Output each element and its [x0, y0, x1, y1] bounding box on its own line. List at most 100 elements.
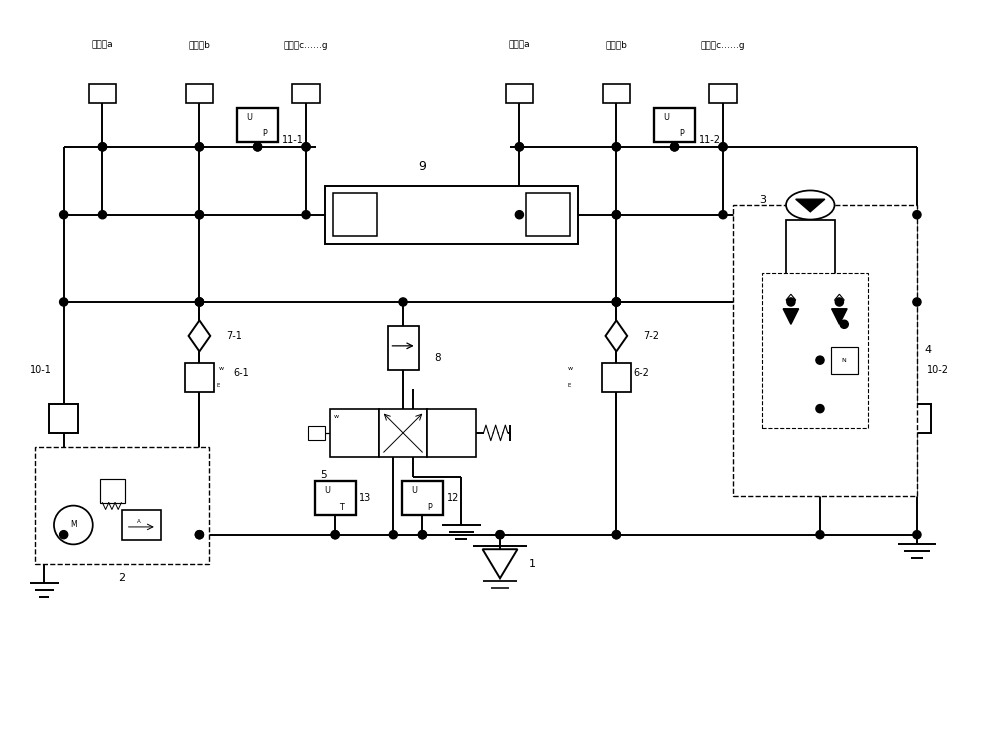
Circle shape: [195, 143, 203, 151]
Circle shape: [612, 143, 620, 151]
Circle shape: [302, 143, 310, 151]
Circle shape: [612, 298, 620, 306]
Text: 5: 5: [321, 469, 327, 480]
Circle shape: [195, 211, 203, 219]
Bar: [35, 447, 209, 564]
Circle shape: [302, 143, 310, 151]
Circle shape: [195, 143, 203, 151]
Bar: [49, 404, 78, 433]
Circle shape: [612, 211, 620, 219]
Text: w: w: [334, 415, 339, 420]
Text: 7-2: 7-2: [644, 331, 660, 341]
Text: N: N: [842, 358, 847, 363]
Text: 12: 12: [447, 493, 459, 503]
Text: 11-1: 11-1: [282, 134, 304, 145]
Circle shape: [612, 298, 620, 306]
Circle shape: [670, 143, 679, 151]
Circle shape: [98, 143, 107, 151]
Circle shape: [719, 143, 727, 151]
Polygon shape: [796, 199, 825, 212]
Polygon shape: [832, 309, 847, 324]
Text: T: T: [340, 503, 344, 512]
Bar: [506, 84, 533, 103]
Circle shape: [60, 531, 68, 539]
Polygon shape: [786, 294, 796, 304]
Bar: [330, 409, 379, 457]
Circle shape: [60, 298, 68, 306]
Circle shape: [195, 298, 203, 306]
Circle shape: [913, 298, 921, 306]
Text: 10-1: 10-1: [30, 365, 52, 374]
Circle shape: [60, 211, 68, 219]
Text: 6-1: 6-1: [233, 368, 249, 377]
Bar: [526, 193, 570, 236]
Text: E: E: [217, 383, 220, 388]
Bar: [762, 273, 868, 428]
Circle shape: [913, 211, 921, 219]
Text: 被试件c……g: 被试件c……g: [701, 41, 745, 50]
Circle shape: [515, 143, 523, 151]
Circle shape: [418, 531, 427, 539]
Text: U: U: [663, 113, 669, 122]
Text: 13: 13: [359, 493, 372, 503]
Circle shape: [835, 298, 843, 306]
Bar: [292, 84, 320, 103]
Circle shape: [389, 531, 397, 539]
Circle shape: [195, 211, 203, 219]
Text: 6-2: 6-2: [634, 368, 650, 377]
Bar: [402, 481, 443, 515]
Circle shape: [195, 531, 203, 539]
Circle shape: [612, 143, 620, 151]
Polygon shape: [189, 320, 210, 351]
Text: 被试件b: 被试件b: [188, 41, 210, 50]
Bar: [237, 108, 278, 142]
Ellipse shape: [786, 275, 835, 299]
Bar: [89, 84, 116, 103]
Circle shape: [331, 531, 339, 539]
Circle shape: [816, 404, 824, 412]
Bar: [186, 84, 213, 103]
Bar: [603, 84, 630, 103]
Text: 1: 1: [529, 558, 536, 569]
Text: U: U: [411, 486, 417, 496]
Bar: [308, 426, 325, 439]
Bar: [379, 409, 427, 457]
Text: 11-2: 11-2: [699, 134, 721, 145]
Text: U: U: [324, 486, 330, 496]
Text: 2: 2: [118, 573, 125, 583]
Circle shape: [612, 211, 620, 219]
Circle shape: [418, 531, 427, 539]
Circle shape: [719, 143, 727, 151]
Text: A: A: [136, 518, 140, 523]
Text: 被试件b: 被试件b: [605, 41, 627, 50]
Circle shape: [913, 531, 921, 539]
Text: U: U: [246, 113, 252, 122]
Bar: [902, 404, 931, 433]
Ellipse shape: [786, 191, 835, 220]
Bar: [388, 326, 419, 370]
Text: 10-2: 10-2: [927, 365, 949, 374]
Bar: [709, 84, 737, 103]
Bar: [315, 481, 356, 515]
Text: 3: 3: [760, 195, 767, 205]
Bar: [733, 205, 917, 496]
Circle shape: [816, 356, 824, 364]
Bar: [786, 220, 835, 288]
Circle shape: [254, 143, 262, 151]
Circle shape: [302, 211, 310, 219]
Circle shape: [54, 506, 93, 545]
Text: P: P: [679, 129, 684, 139]
Circle shape: [840, 320, 848, 329]
Circle shape: [496, 531, 504, 539]
Text: M: M: [70, 520, 77, 529]
Text: 4: 4: [925, 345, 932, 356]
Bar: [333, 193, 377, 236]
Circle shape: [331, 531, 339, 539]
Polygon shape: [605, 320, 627, 351]
Text: E: E: [568, 383, 571, 388]
Bar: [100, 480, 125, 503]
Circle shape: [787, 298, 795, 306]
Circle shape: [254, 143, 262, 151]
Circle shape: [399, 298, 407, 306]
Text: 被试件a: 被试件a: [92, 41, 113, 50]
